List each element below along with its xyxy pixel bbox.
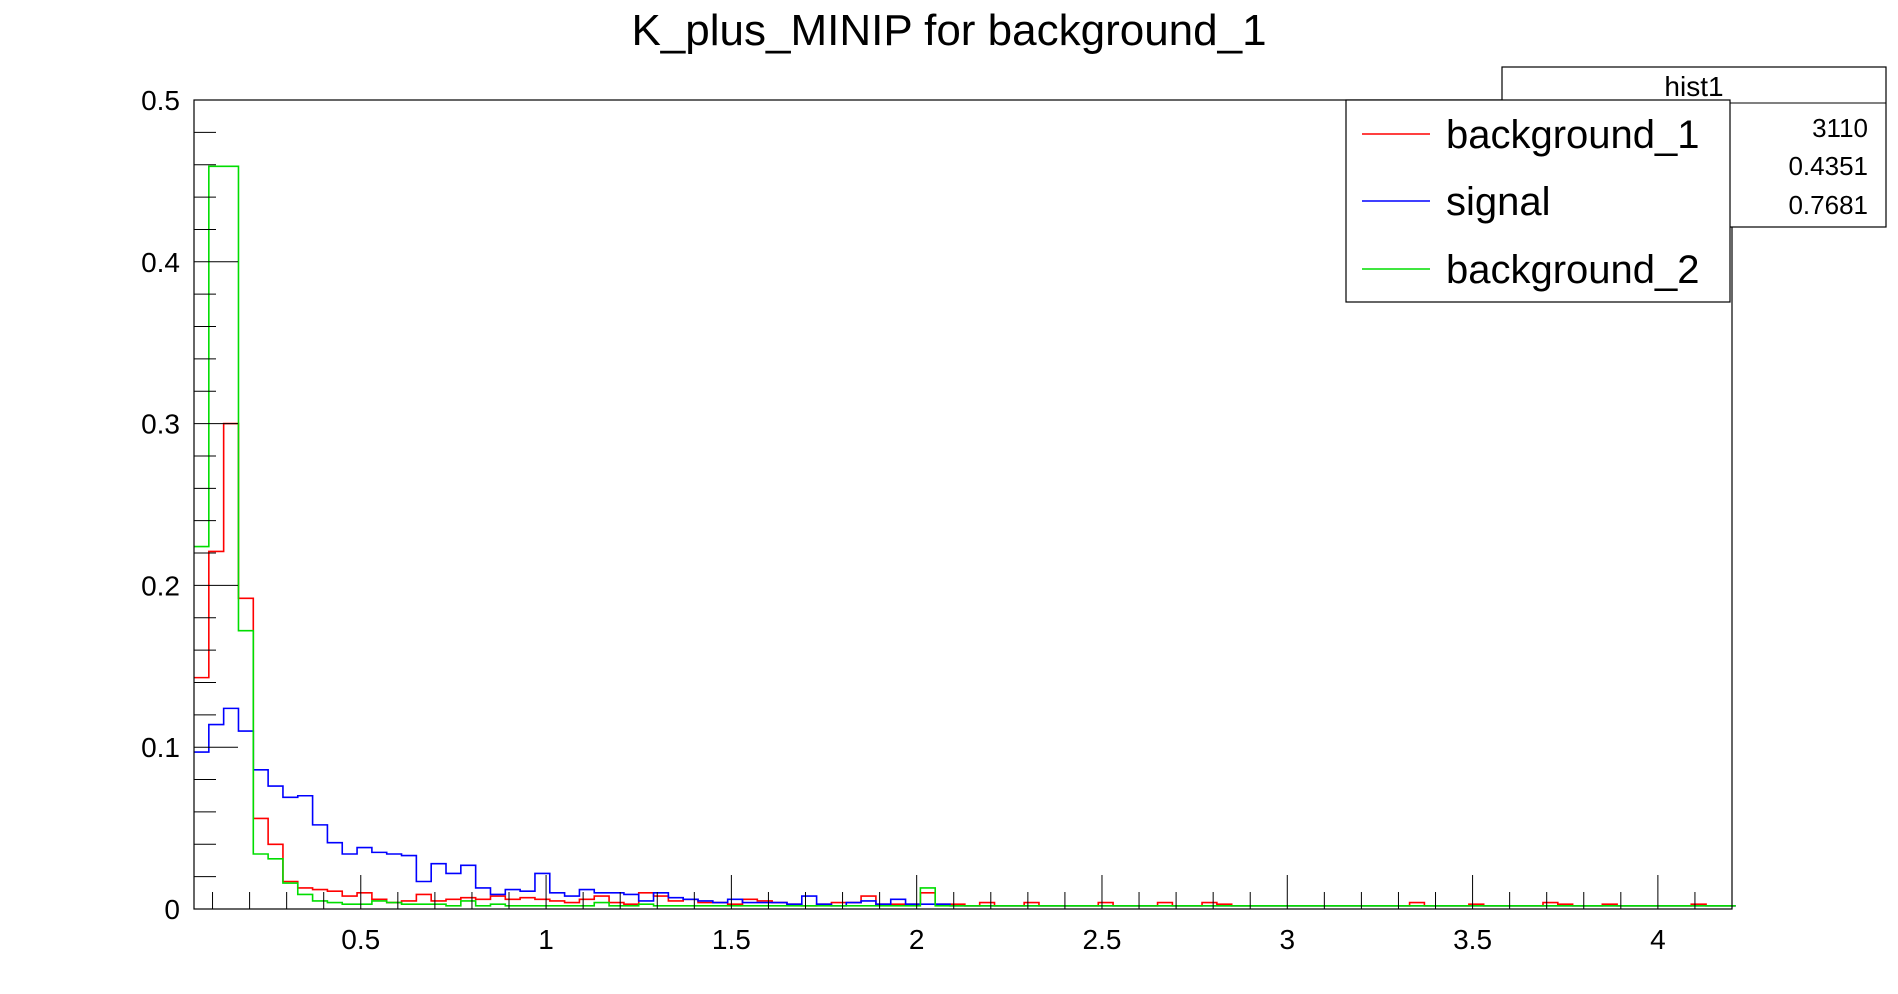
legend-label-signal: signal	[1446, 180, 1551, 224]
chart-title: K_plus_MINIP for background_1	[631, 6, 1267, 55]
legend-label-background-1: background_1	[1446, 113, 1700, 157]
x-tick-label: 2.5	[1083, 924, 1122, 955]
y-tick-label: 0.2	[141, 570, 180, 601]
stats-mean-value: 0.4351	[1788, 151, 1868, 181]
series-line-background-2	[194, 165, 1736, 907]
series-line-background-1	[194, 422, 1736, 907]
x-tick-label: 4	[1650, 924, 1666, 955]
x-tick-label: 0.5	[341, 924, 380, 955]
x-tick-label: 1	[538, 924, 554, 955]
series-line-signal	[194, 707, 1736, 907]
plot-frame	[193, 99, 1733, 910]
stats-title: hist1	[1664, 71, 1723, 102]
legend-label-background-2: background_2	[1446, 248, 1700, 292]
x-tick-label: 3	[1279, 924, 1295, 955]
plot-area: 0 0.1 0.2 0.3 0.4 0.5 0.5 1 1.5 2 2.5 3 3.5 4	[141, 85, 1736, 955]
x-tick-label: 3.5	[1453, 924, 1492, 955]
y-tick-label: 0.4	[141, 247, 180, 278]
y-tick-label: 0	[164, 894, 180, 925]
stats-entries-value: 3110	[1812, 113, 1868, 143]
y-tick-label: 0.5	[141, 85, 180, 116]
x-tick-label: 2	[909, 924, 925, 955]
x-tick-label: 1.5	[712, 924, 751, 955]
stats-stddev-value: 0.7681	[1788, 190, 1868, 220]
y-tick-label: 0.1	[141, 732, 180, 763]
y-tick-label: 0.3	[141, 409, 180, 440]
